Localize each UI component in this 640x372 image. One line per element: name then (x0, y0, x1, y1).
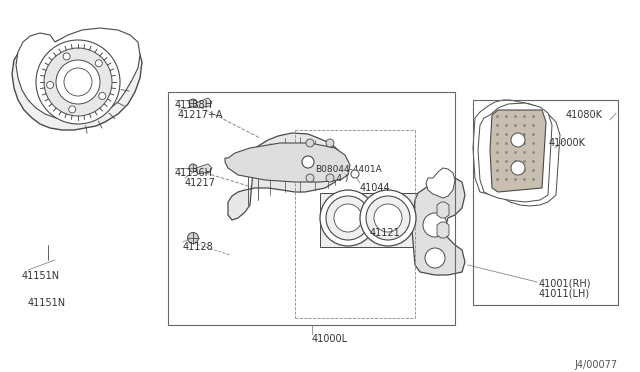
Text: 41001(RH): 41001(RH) (539, 278, 591, 288)
Bar (473, 100, 618, 305)
Circle shape (374, 204, 402, 232)
Polygon shape (437, 202, 449, 218)
Circle shape (425, 248, 445, 268)
Text: ( 4 ): ( 4 ) (330, 174, 348, 183)
Text: 41000K: 41000K (549, 138, 586, 148)
Text: 41044: 41044 (360, 183, 390, 193)
Circle shape (63, 53, 70, 60)
Text: 41138H: 41138H (175, 100, 213, 110)
Text: 41080K: 41080K (566, 110, 603, 120)
Circle shape (360, 190, 416, 246)
Text: 41217: 41217 (185, 178, 216, 188)
Polygon shape (225, 143, 350, 182)
Circle shape (188, 232, 198, 244)
Circle shape (302, 156, 314, 168)
Polygon shape (196, 164, 212, 174)
Circle shape (351, 170, 359, 178)
Polygon shape (228, 133, 342, 220)
Circle shape (36, 40, 120, 124)
Text: 41151N: 41151N (22, 271, 60, 281)
Polygon shape (16, 28, 140, 120)
Circle shape (44, 48, 112, 116)
Circle shape (511, 133, 525, 147)
Circle shape (326, 174, 334, 182)
Circle shape (56, 60, 100, 104)
Text: 41000L: 41000L (312, 334, 348, 344)
Circle shape (99, 93, 106, 99)
Circle shape (64, 68, 92, 96)
Text: B: B (306, 159, 310, 165)
Polygon shape (478, 103, 552, 202)
Circle shape (511, 161, 525, 175)
Polygon shape (12, 32, 142, 130)
Text: 41011(LH): 41011(LH) (539, 288, 590, 298)
Text: 41217+A: 41217+A (178, 110, 223, 120)
Circle shape (320, 190, 376, 246)
Polygon shape (320, 193, 418, 247)
Circle shape (326, 139, 334, 147)
Polygon shape (437, 222, 449, 238)
Text: 41128: 41128 (183, 242, 214, 252)
Polygon shape (196, 98, 212, 108)
Polygon shape (412, 178, 465, 275)
Text: J4/00077: J4/00077 (575, 360, 618, 370)
Polygon shape (490, 110, 546, 192)
Text: B08044-4401A: B08044-4401A (315, 165, 381, 174)
Polygon shape (473, 100, 560, 206)
Circle shape (306, 174, 314, 182)
Circle shape (47, 81, 54, 89)
Circle shape (95, 60, 102, 67)
Circle shape (189, 164, 197, 172)
Polygon shape (426, 168, 455, 198)
Circle shape (68, 106, 76, 113)
Text: 41136H: 41136H (175, 168, 213, 178)
Circle shape (334, 204, 362, 232)
Circle shape (423, 213, 447, 237)
Text: 41121: 41121 (370, 228, 401, 238)
Circle shape (189, 99, 197, 107)
Text: 41151N: 41151N (28, 298, 66, 308)
Circle shape (306, 139, 314, 147)
Bar (168, 92, 455, 325)
Circle shape (326, 196, 370, 240)
Circle shape (366, 196, 410, 240)
